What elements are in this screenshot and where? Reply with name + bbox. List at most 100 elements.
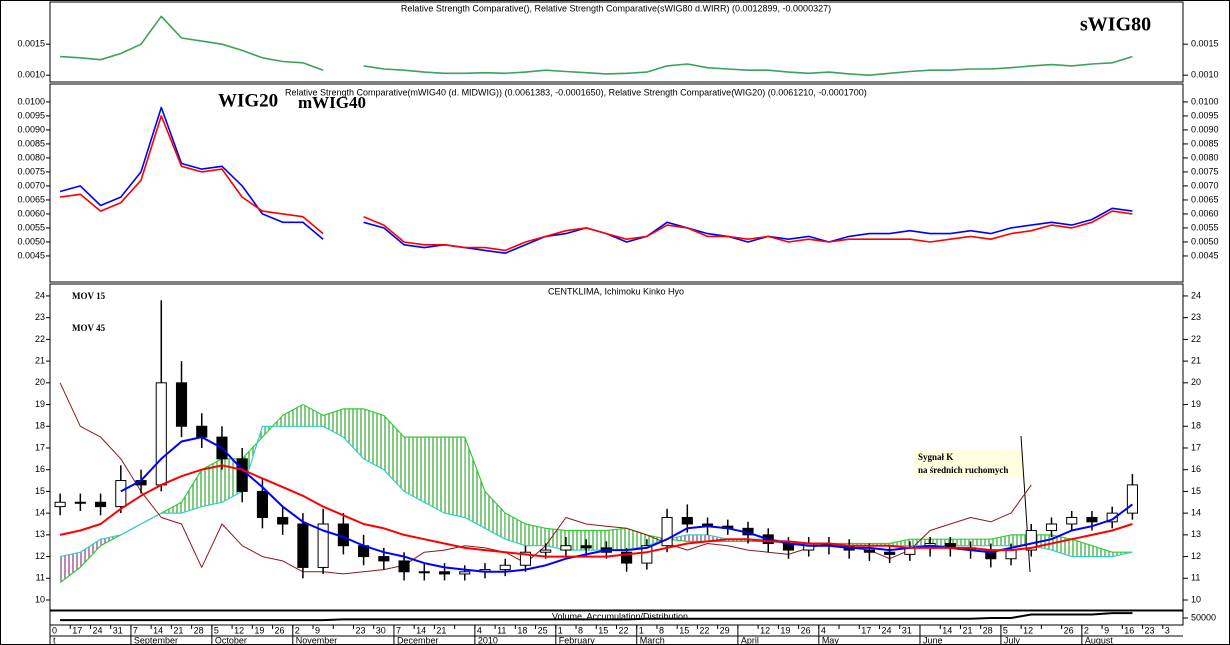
y-tick-label: 0.0070: [1191, 180, 1219, 190]
series-line: [59, 106, 1133, 254]
y-tick-label: 0.0075: [1191, 166, 1219, 176]
legend-label: MOV 15: [72, 291, 106, 301]
x-tick-label: 23: [1145, 625, 1155, 635]
x-tick-label: 9: [315, 625, 320, 635]
y-tick-label: 17: [1191, 442, 1201, 452]
y-tick-label: 15: [35, 486, 45, 496]
y-tick-label: 14: [1191, 508, 1201, 518]
x-tick-label: 26: [801, 625, 811, 635]
panel-title: Relative Strength Comparative(), Relativ…: [401, 3, 831, 13]
cloud-fill: [545, 528, 566, 551]
x-group-label: August: [1085, 635, 1114, 645]
cloud-fill: [363, 408, 384, 470]
annotation: na średnich ruchomych: [918, 465, 1008, 475]
panel-title: Relative Strength Comparative(mWIG40 (d.…: [285, 87, 867, 97]
x-group-label: March: [640, 635, 665, 645]
candle-body: [1086, 516, 1098, 523]
x-group-label: December: [397, 635, 439, 645]
candle-body: [540, 549, 552, 553]
candle-body: [459, 571, 471, 575]
x-tick-label: 8: [659, 625, 664, 635]
y-tick-label: 0.0070: [17, 180, 45, 190]
cloud-fill: [525, 523, 546, 546]
cloud-fill: [970, 539, 991, 546]
cloud-fill: [383, 415, 405, 492]
x-tick-label: 19: [254, 625, 264, 635]
x-tick-label: 24: [92, 625, 102, 635]
y-tick-label: 20: [1191, 377, 1201, 387]
y-tick-label: 10: [1191, 594, 1201, 604]
y-tick-label: 0.0095: [1191, 110, 1219, 120]
y-tick-label: 0.0080: [17, 152, 45, 162]
y-tick-label: 0.0095: [17, 110, 45, 120]
y-tick-label: 0.0080: [1191, 152, 1219, 162]
x-tick-label: 16: [1124, 625, 1134, 635]
x-tick-label: 19: [780, 625, 790, 635]
panel-frame: [49, 83, 1184, 283]
candle-body: [438, 571, 451, 575]
y-tick-label: 15: [1191, 486, 1201, 496]
x-group-label: April: [741, 635, 759, 645]
x-tick-label: 23: [355, 625, 365, 635]
x-tick-label: 21: [436, 625, 446, 635]
candle-body: [1005, 549, 1017, 560]
cloud-fill: [404, 437, 425, 503]
x-group-label: October: [215, 635, 247, 645]
y-tick-label: 0.0100: [1191, 96, 1219, 106]
candle-body: [175, 382, 188, 427]
y-tick-label: 0.0100: [17, 96, 45, 106]
candle-body: [236, 458, 248, 492]
panel-title: Volume, Accumulation/Distribution: [552, 611, 688, 621]
candle-body: [1045, 523, 1058, 532]
x-tick-label: 5: [1003, 625, 1008, 635]
candle-body: [317, 523, 329, 568]
x-tick-label: 25: [538, 625, 548, 635]
y-tick-label: 0.0060: [1191, 208, 1219, 218]
series-line: [120, 436, 1134, 573]
x-tick-label: 5: [214, 625, 219, 635]
cloud-fill: [687, 534, 708, 542]
candle-body: [1106, 512, 1118, 523]
y-tick-label: 0.0075: [17, 166, 45, 176]
x-tick-label: 15: [679, 625, 689, 635]
x-tick-label: 9: [1104, 625, 1109, 635]
candle-body: [256, 490, 268, 518]
series-line: [59, 464, 1133, 558]
y-tick-label: 18: [35, 421, 45, 431]
x-group-label: May: [822, 635, 840, 645]
y-tick-label: 13: [1191, 529, 1201, 539]
y-tick-label: 18: [1191, 421, 1201, 431]
candle-body: [418, 571, 430, 574]
x-group-label: June: [923, 635, 943, 645]
y-tick-label: 0.0015: [1191, 39, 1219, 49]
y-tick-label: 0.0045: [1191, 250, 1219, 260]
y-tick-label: 19: [35, 399, 45, 409]
x-tick-label: 7: [133, 625, 138, 635]
x-tick-label: 17: [861, 625, 871, 635]
x-tick-label: 30: [376, 625, 386, 635]
y-tick-label: 0.0010: [1191, 70, 1219, 80]
cloud-fill: [990, 534, 1012, 546]
candle-body: [1025, 530, 1037, 551]
x-tick-label: 7: [396, 625, 401, 635]
x-tick-label: 4: [477, 625, 482, 635]
cloud-fill: [201, 458, 222, 507]
candle-body: [884, 551, 896, 555]
y-tick-label: 0.0090: [17, 124, 45, 134]
x-tick-label: 31: [113, 625, 123, 635]
candle-body: [580, 545, 592, 549]
cloud-fill: [80, 539, 101, 568]
x-group-label: September: [134, 635, 178, 645]
candle-body: [95, 501, 107, 508]
cloud-fill: [444, 437, 465, 518]
x-tick-label: 22: [619, 625, 629, 635]
y-tick-label: 0.0055: [1191, 222, 1219, 232]
y-tick-label: 21: [35, 355, 45, 365]
candle-body: [277, 516, 289, 525]
x-group-label: February: [559, 635, 596, 645]
y-tick-label: 14: [35, 508, 45, 518]
annotation: Sygnał K: [918, 452, 953, 462]
candle-body: [641, 545, 653, 564]
candle-body: [297, 523, 309, 568]
